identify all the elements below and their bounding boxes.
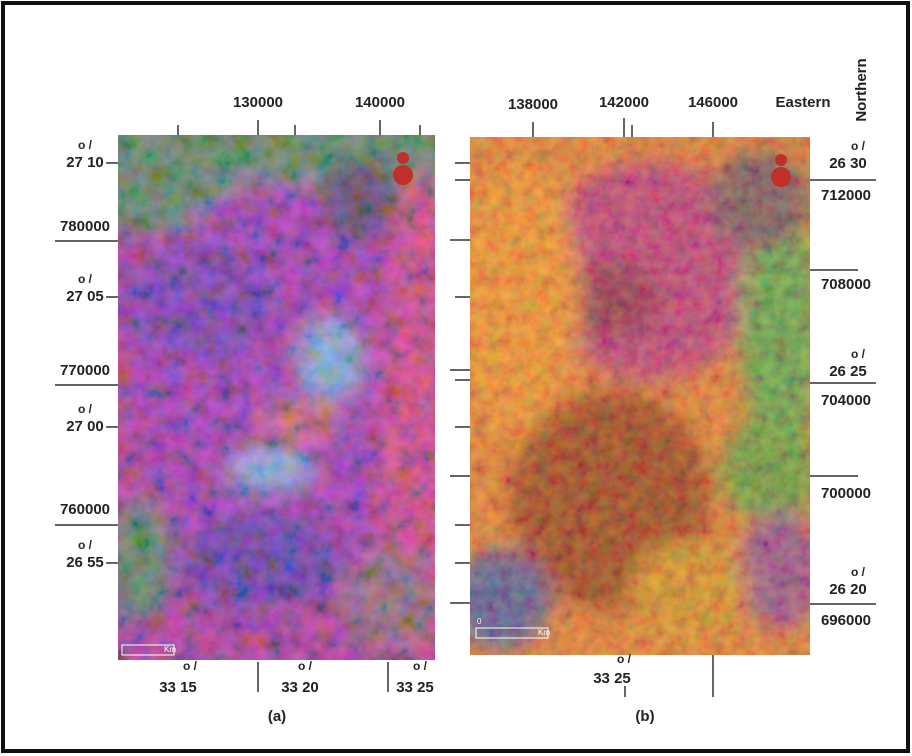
- scale-zero: 0: [477, 617, 482, 626]
- dms-marks: o /: [851, 565, 866, 579]
- caption: (a): [268, 708, 286, 725]
- northing-title: Northern: [853, 58, 870, 121]
- dms-marks: o /: [851, 139, 866, 153]
- latitude-label: 26 55: [66, 554, 104, 571]
- northing-label: 712000: [821, 187, 871, 204]
- northing-label: 700000: [821, 485, 871, 502]
- dms-marks: o /: [617, 652, 632, 666]
- longitude-label: 33 25: [396, 679, 434, 696]
- longitude-label: 33 20: [281, 679, 319, 696]
- easting-label: 130000: [233, 94, 283, 111]
- easting-label: 146000: [688, 94, 738, 111]
- latitude-label: 26 20: [829, 581, 867, 598]
- longitude-label: 33 25: [593, 670, 631, 687]
- easting-label: 142000: [599, 94, 649, 111]
- dms-marks: o /: [78, 538, 93, 552]
- dms-marks: o /: [183, 659, 198, 673]
- easting-label: 138000: [508, 96, 558, 113]
- caption: (b): [635, 708, 654, 725]
- dms-marks: o /: [78, 138, 93, 152]
- northing-label: 760000: [60, 501, 110, 518]
- satellite-image-a: [100, 120, 460, 670]
- dms-marks: o /: [851, 347, 866, 361]
- latitude-label: 27 10: [66, 154, 104, 171]
- dms-marks: o /: [298, 659, 313, 673]
- latitude-label: 27 05: [66, 288, 104, 305]
- dms-marks: o /: [78, 402, 93, 416]
- northing-label: 780000: [60, 218, 110, 235]
- latitude-label: 26 30: [829, 155, 867, 172]
- easting-title: Eastern: [775, 94, 830, 111]
- northing-label: 708000: [821, 276, 871, 293]
- dms-marks: o /: [413, 659, 428, 673]
- satellite-image-b: [450, 137, 820, 655]
- latitude-label: 26 25: [829, 363, 867, 380]
- dms-marks: o /: [78, 272, 93, 286]
- longitude-label: 33 15: [159, 679, 197, 696]
- figure: Km 0 Km 130000 140000 o / 27 10 780000: [0, 0, 912, 756]
- northing-label: 704000: [821, 392, 871, 409]
- northing-label: 770000: [60, 362, 110, 379]
- easting-label: 140000: [355, 94, 405, 111]
- scale-unit: Km: [164, 645, 176, 654]
- latitude-label: 27 00: [66, 418, 104, 435]
- northing-label: 696000: [821, 612, 871, 629]
- scale-unit: Km: [538, 628, 550, 637]
